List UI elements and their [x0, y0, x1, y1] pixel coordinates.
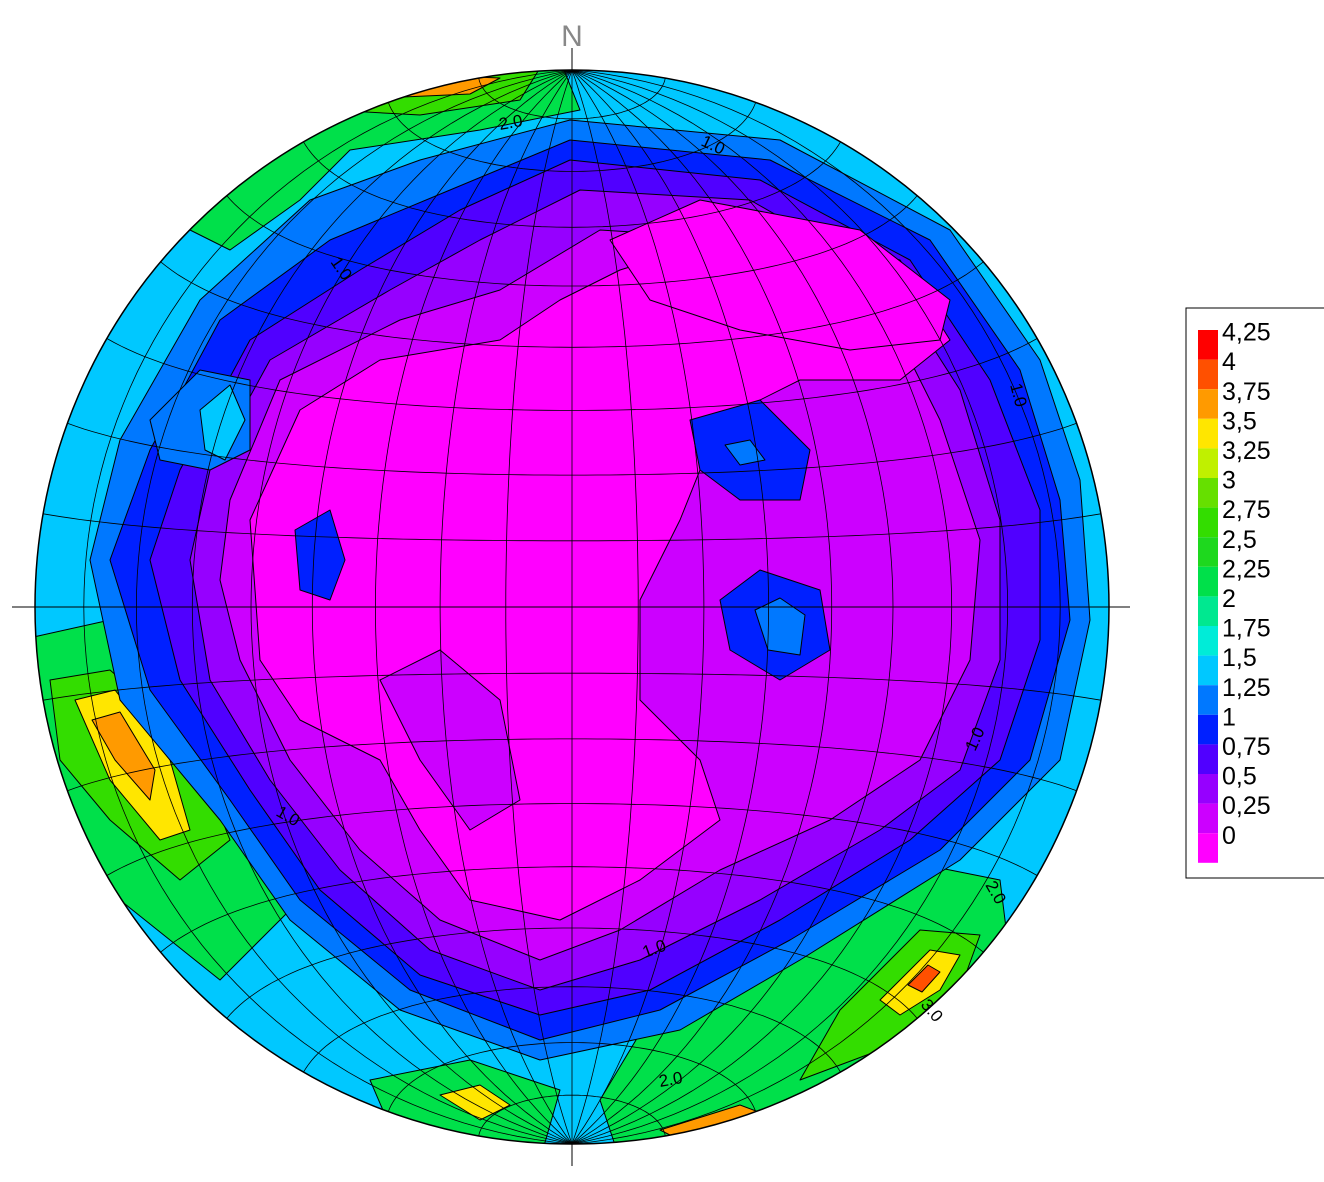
contour-label: 2.0: [657, 1068, 684, 1091]
legend-swatch: [1198, 685, 1218, 715]
legend-label: 3,25: [1222, 437, 1271, 465]
legend-label: 4,25: [1222, 319, 1271, 347]
legend-swatch: [1198, 330, 1218, 360]
legend-label: 2,25: [1222, 555, 1271, 583]
contour-region: [91, 711, 156, 801]
legend-swatch: [1198, 833, 1218, 863]
parallel: [43, 513, 1101, 542]
legend-swatch: [1198, 774, 1218, 804]
contour-region: [169, 70, 581, 251]
legend-swatch: [1198, 507, 1218, 538]
parallel: [478, 1094, 666, 1136]
parallel: [160, 261, 984, 348]
parallel: [226, 927, 918, 1019]
parallel: [303, 141, 841, 228]
contour-region: [294, 509, 346, 601]
legend-label: 1: [1222, 703, 1236, 731]
legend-label: 1,5: [1222, 644, 1257, 672]
legend-label: 3,5: [1222, 407, 1257, 435]
contour-label: 2.0: [497, 111, 524, 134]
legend-swatch: [1198, 596, 1218, 626]
contour-region: [199, 384, 246, 461]
parallel: [160, 866, 984, 953]
legend-label: 0: [1222, 822, 1236, 850]
legend-swatch: [1198, 714, 1218, 745]
parallel: [478, 78, 666, 120]
contour-region: [754, 597, 806, 656]
legend-label: 2: [1222, 585, 1236, 613]
parallel: [387, 102, 757, 172]
legend-swatch: [1198, 803, 1218, 834]
legend-label: 3,75: [1222, 378, 1271, 406]
legend: 4,2543,753,53,2532,752,52,2521,751,51,25…: [1198, 319, 1271, 863]
legend-label: 1,25: [1222, 674, 1271, 702]
parallel: [67, 738, 1077, 792]
legend-swatch: [1198, 359, 1218, 390]
parallel: [43, 672, 1101, 701]
contour-region: [907, 964, 941, 993]
parallel: [106, 803, 1038, 876]
contour-region: [439, 1084, 511, 1121]
legend-swatch: [1198, 655, 1218, 686]
legend-swatch: [1198, 566, 1218, 597]
density-field: [35, 70, 1109, 1144]
legend-swatch: [1198, 478, 1218, 508]
contour-region: [379, 649, 521, 831]
legend-label: 0,25: [1222, 792, 1271, 820]
legend-label: 0,75: [1222, 733, 1271, 761]
legend-swatch: [1198, 744, 1218, 774]
legend-label: 2,5: [1222, 526, 1257, 554]
parallel: [106, 338, 1038, 411]
legend-label: 1,75: [1222, 615, 1271, 643]
parallel: [387, 1042, 757, 1112]
parallel: [303, 986, 841, 1073]
legend-swatch: [1198, 626, 1218, 656]
legend-swatch: [1198, 418, 1218, 449]
legend-swatch: [1198, 389, 1218, 419]
parallel: [226, 195, 918, 287]
legend-label: 2,75: [1222, 496, 1271, 524]
contour-region: [724, 439, 766, 466]
legend-label: 3: [1222, 467, 1236, 495]
legend-label: 4: [1222, 348, 1236, 376]
parallel: [67, 422, 1077, 476]
legend-swatch: [1198, 448, 1218, 478]
north-label: N: [561, 20, 583, 53]
legend-label: 0,5: [1222, 763, 1257, 791]
legend-swatch: [1198, 537, 1218, 567]
